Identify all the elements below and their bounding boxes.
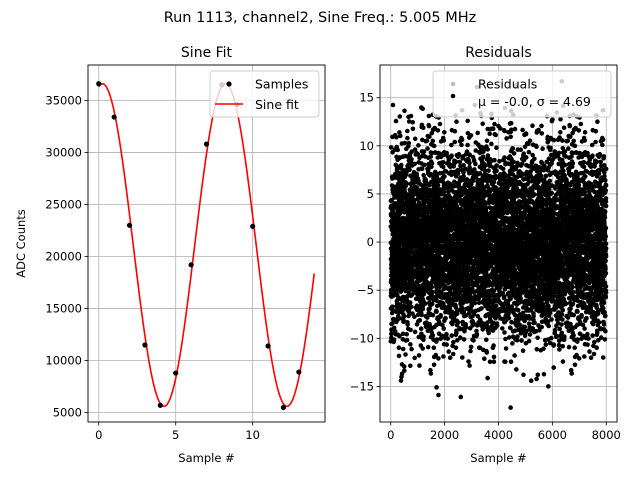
- sine-fit-xtick-label: 5: [172, 428, 179, 442]
- sine-fit-ytick-label: 30000: [45, 145, 82, 159]
- sample-point: [188, 262, 194, 268]
- sine-fit-xtick-label: 0: [95, 428, 102, 442]
- figure-suptitle: Run 1113, channel2, Sine Freq.: 5.005 MH…: [164, 10, 477, 26]
- legend-samples-marker: [226, 81, 232, 87]
- residuals-xtick-label: 4000: [484, 428, 513, 442]
- sine-fit-ytick-label: 5000: [53, 406, 82, 420]
- residuals-ytick-label: −10: [350, 331, 374, 345]
- sample-point: [296, 369, 302, 375]
- sine-fit-ytick-label: 10000: [45, 354, 82, 368]
- residuals-panel: 0 2000 4000 6000 8000 −15 −10 −5 0 5 10 15 Residual…: [350, 45, 621, 465]
- sine-fit-samples: [96, 81, 302, 411]
- sine-fit-xtick-label: 10: [245, 428, 260, 442]
- sample-point: [96, 81, 102, 87]
- sine-fit-legend: Samples Sine fit: [209, 70, 320, 118]
- sample-point: [250, 223, 256, 229]
- legend-residuals-label: Residuals: [478, 77, 537, 92]
- sample-point: [157, 402, 163, 408]
- residuals-ytick-label: 5: [367, 187, 374, 201]
- sample-point: [142, 342, 148, 348]
- sine-fit-ylabel: ADC Counts: [14, 209, 28, 278]
- residuals-ytick-label: 15: [359, 91, 374, 105]
- residuals-ticks: 0 2000 4000 6000 8000 −15 −10 −5 0 5 10 15: [350, 91, 621, 442]
- residuals-xtick-label: 0: [387, 428, 394, 442]
- sample-point: [203, 141, 210, 147]
- residuals-ytick-label: −5: [357, 283, 374, 297]
- sample-point: [173, 370, 179, 376]
- residuals-xtick-label: 8000: [592, 428, 621, 442]
- residuals-title: Residuals: [465, 45, 531, 61]
- sine-fit-ytick-label: 15000: [45, 302, 82, 316]
- sample-point: [280, 404, 287, 411]
- residual-points: [388, 102, 609, 383]
- legend-stats-marker: [450, 93, 456, 99]
- sine-fit-xlabel: Sample #: [178, 451, 234, 465]
- sine-fit-line: [98, 82, 316, 408]
- residuals-ytick-label: 10: [359, 139, 374, 153]
- residuals-xtick-label: 6000: [538, 428, 567, 442]
- residuals-ytick-label: 0: [367, 235, 374, 249]
- legend-stats-label: μ = -0.0, σ = 4.69: [478, 94, 591, 109]
- legend-fit-label: Sine fit: [255, 97, 299, 112]
- residuals-legend: Residuals μ = -0.0, σ = 4.69: [432, 70, 612, 118]
- sine-fit-axes-frame: [87, 64, 326, 423]
- sine-fit-ytick-label: 20000: [45, 250, 82, 264]
- residual-outlier-point: [436, 392, 441, 398]
- residuals-ytick-label: −15: [350, 379, 374, 393]
- sine-fit-title: Sine Fit: [181, 45, 233, 61]
- sine-fit-ticks: 0 5 10 5000 10000 15000 20000 25000 30000 35000: [45, 93, 260, 442]
- legend-samples-label: Samples: [255, 77, 308, 92]
- legend-residuals-marker: [450, 81, 456, 87]
- residuals-axes-frame: [379, 64, 618, 423]
- residual-outlier-point: [434, 385, 439, 390]
- residual-outlier-point: [458, 394, 464, 400]
- residuals-xlabel: Sample #: [470, 451, 526, 465]
- residual-outlier-point: [546, 384, 551, 389]
- residual-outlier-point: [508, 405, 513, 410]
- sample-point: [265, 343, 271, 349]
- residuals-xtick-label: 2000: [430, 428, 459, 442]
- sample-point: [111, 114, 117, 120]
- sample-point: [126, 222, 133, 228]
- sine-fit-ytick-label: 35000: [45, 93, 82, 107]
- sine-fit-panel: 0 5 10 5000 10000 15000 20000 25000 30000 35000 S…: [14, 45, 326, 465]
- sine-fit-ytick-label: 25000: [45, 197, 82, 211]
